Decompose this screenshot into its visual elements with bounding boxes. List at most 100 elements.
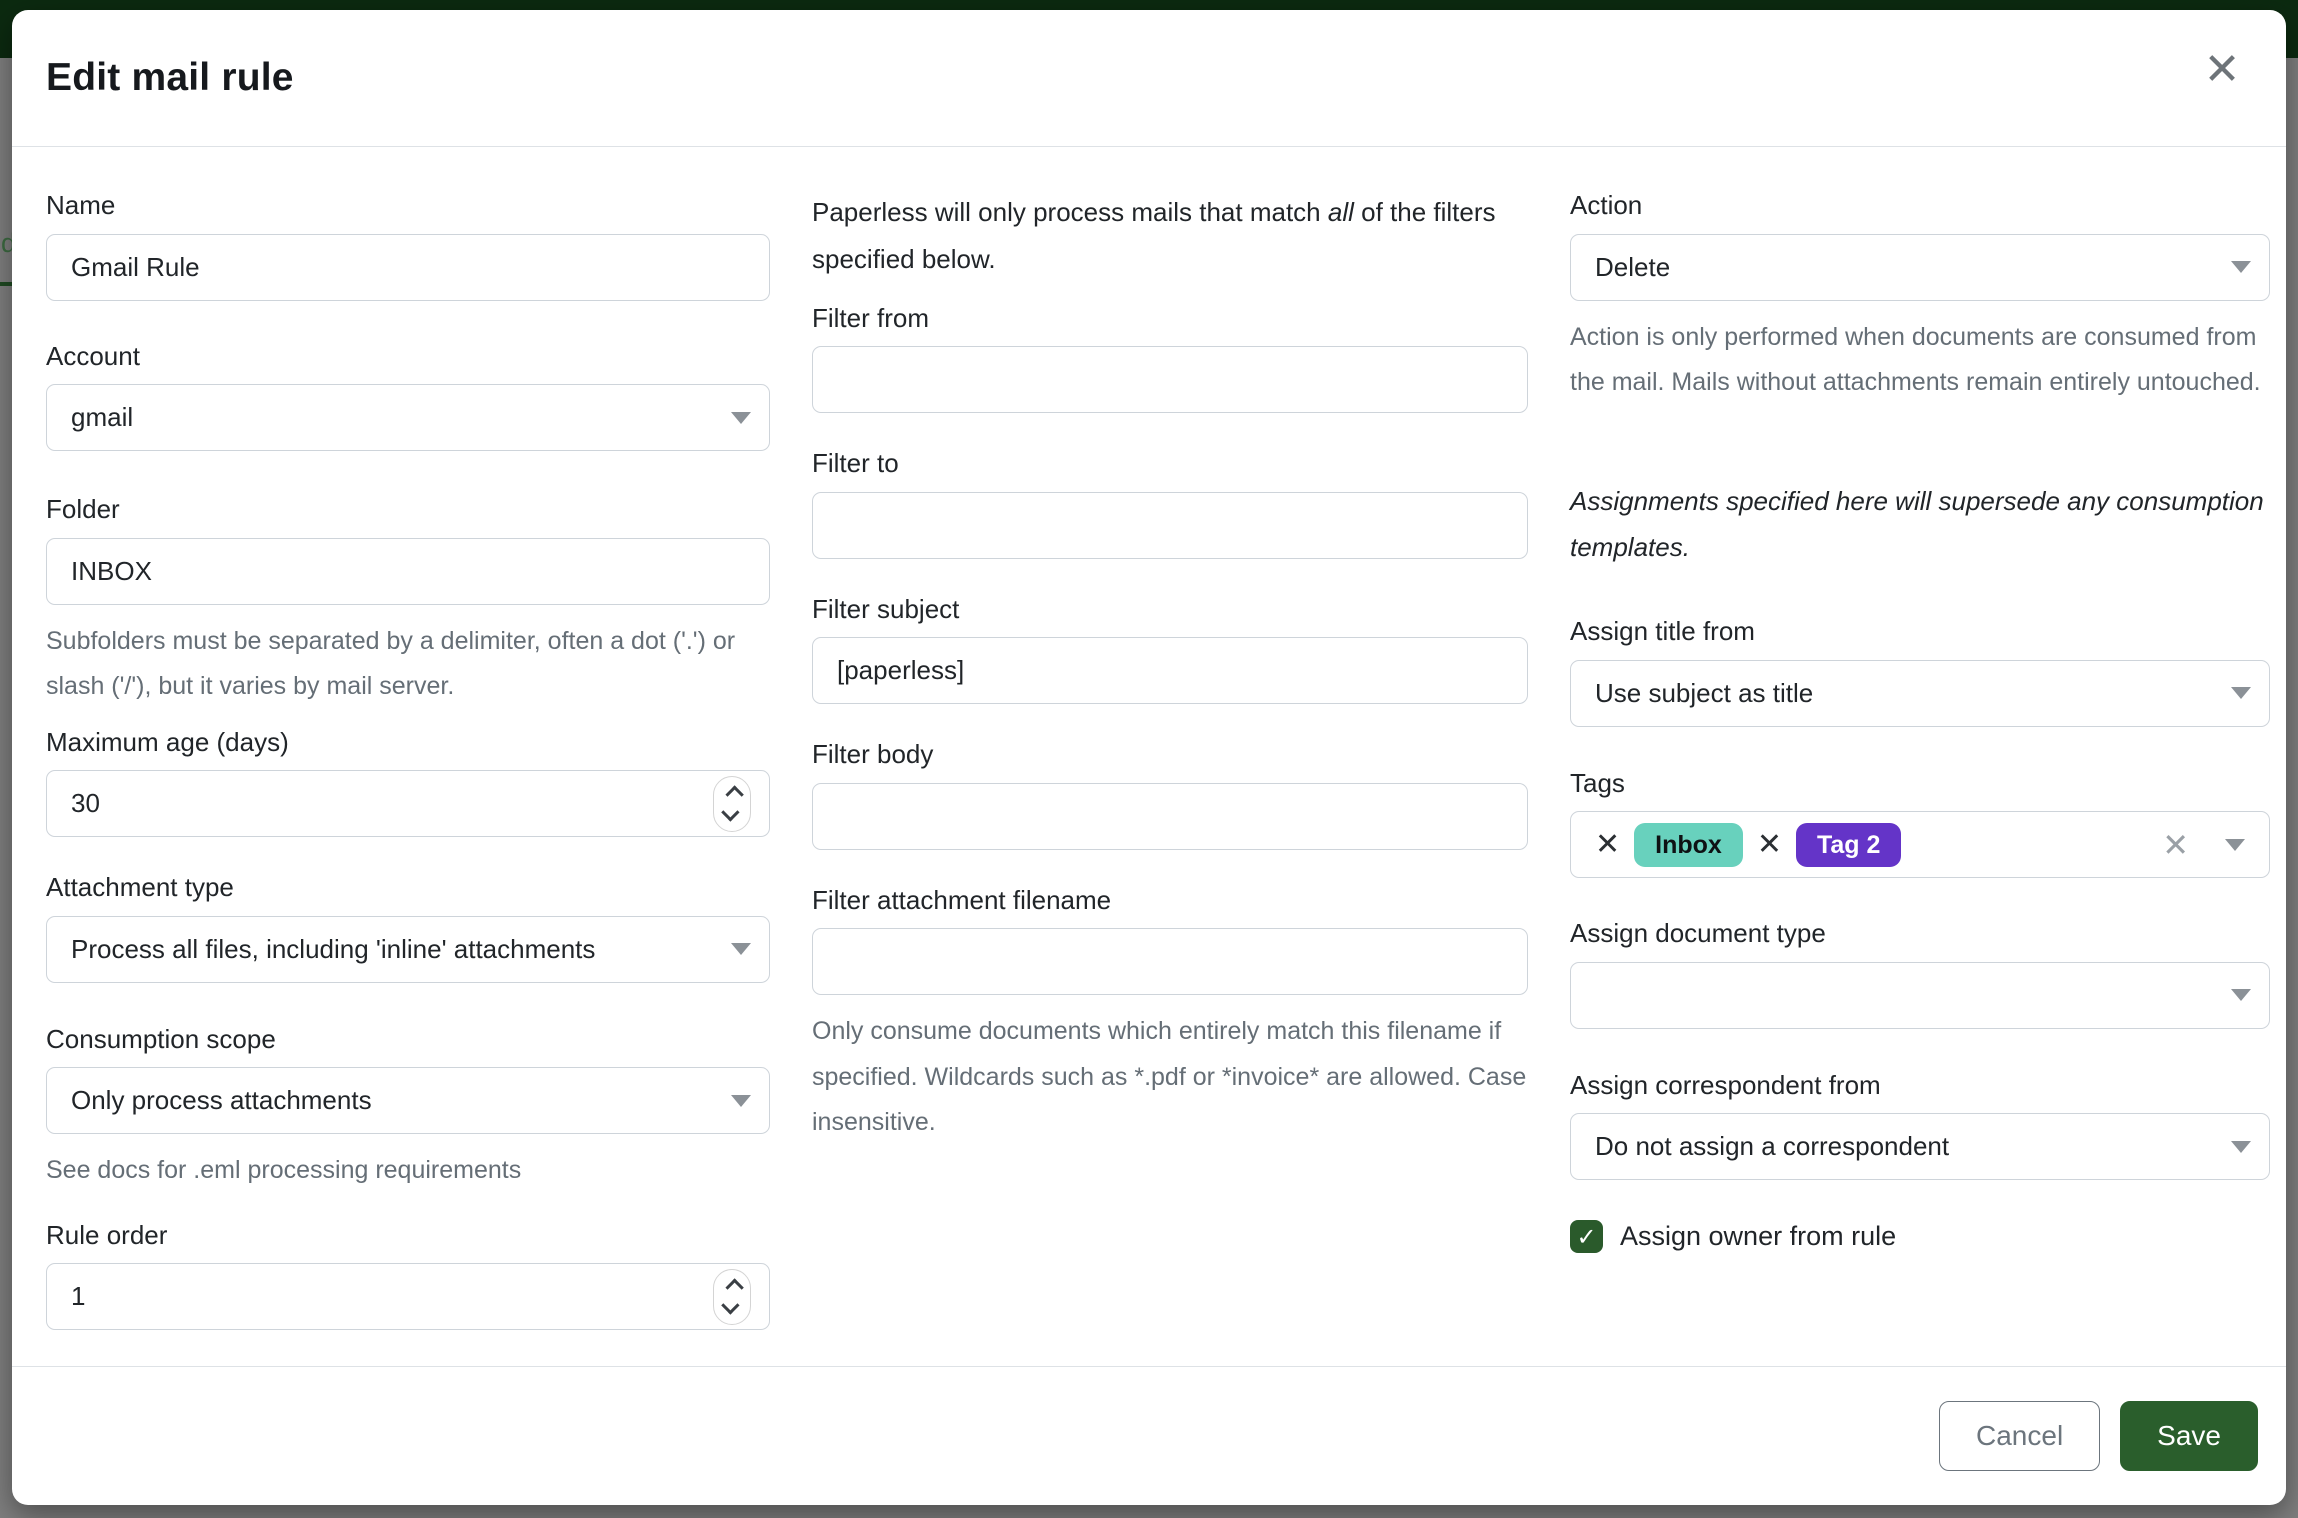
folder-input[interactable] bbox=[46, 537, 770, 605]
max-age-stepper[interactable]: 30 bbox=[46, 770, 770, 837]
filters-intro-text: Paperless will only process mails that m… bbox=[812, 189, 1528, 283]
number-stepper-icon[interactable] bbox=[713, 775, 751, 832]
filters-intro-emphasis: all bbox=[1327, 197, 1354, 227]
folder-help-text: Subfolders must be separated by a delimi… bbox=[46, 626, 736, 701]
assign-document-type-select[interactable] bbox=[1570, 961, 2270, 1029]
filter-to-field-group: Filter to bbox=[812, 447, 1528, 559]
assign-title-from-field-group: Assign title from Use subject as title bbox=[1570, 615, 2270, 727]
action-selected-value: Delete bbox=[1595, 251, 1671, 282]
chevron-up-icon bbox=[724, 785, 744, 804]
assign-correspondent-from-field-group: Assign correspondent from Do not assign … bbox=[1570, 1069, 2270, 1181]
account-select[interactable]: gmail bbox=[46, 384, 770, 451]
filter-attachment-filename-help-text: Only consume documents which entirely ma… bbox=[812, 1017, 1527, 1137]
save-button[interactable]: Save bbox=[2120, 1401, 2258, 1471]
chevron-down-icon bbox=[2231, 261, 2251, 273]
consumption-scope-field-group: Consumption scope Only process attachmen… bbox=[46, 1023, 770, 1194]
cancel-button[interactable]: Cancel bbox=[1939, 1401, 2101, 1471]
action-help-text: Action is only performed when documents … bbox=[1570, 322, 2261, 397]
consumption-scope-help-text: See docs for .eml processing requirement… bbox=[46, 1156, 522, 1184]
tags-label: Tags bbox=[1570, 767, 1625, 798]
tags-multiselect[interactable]: ✕ Inbox ✕ Tag 2 ✕ bbox=[1570, 811, 2270, 879]
chevron-down-icon bbox=[2231, 1140, 2251, 1153]
filters-intro-after: of the filters specified below. bbox=[812, 197, 1496, 274]
filter-body-field-group: Filter body bbox=[812, 738, 1528, 850]
filter-subject-label: Filter subject bbox=[812, 593, 960, 624]
dialog-body: Name Account gmail Folder Subfolders mus… bbox=[12, 147, 2286, 1366]
edit-mail-rule-dialog: Edit mail rule ✕ Name Account gmail Fold… bbox=[12, 10, 2286, 1505]
chevron-down-icon bbox=[720, 1296, 740, 1315]
assign-title-from-selected-value: Use subject as title bbox=[1595, 677, 1814, 708]
chevron-down-icon bbox=[2225, 838, 2245, 851]
filters-intro-before: Paperless will only process mails that m… bbox=[812, 197, 1328, 227]
action-label: Action bbox=[1570, 190, 1643, 220]
filter-to-label: Filter to bbox=[812, 448, 899, 479]
folder-field-group: Folder Subfolders must be separated by a… bbox=[46, 493, 770, 710]
max-age-label: Maximum age (days) bbox=[46, 726, 289, 757]
rule-order-stepper[interactable]: 1 bbox=[46, 1263, 770, 1330]
assign-correspondent-from-select[interactable]: Do not assign a correspondent bbox=[1570, 1113, 2270, 1181]
attachment-type-field-group: Attachment type Process all files, inclu… bbox=[46, 871, 770, 983]
filter-from-input[interactable] bbox=[812, 346, 1528, 414]
folder-label: Folder bbox=[46, 494, 120, 524]
remove-tag-icon[interactable]: ✕ bbox=[1756, 826, 1782, 862]
rule-order-value: 1 bbox=[71, 1281, 86, 1311]
background-page-divider bbox=[0, 282, 12, 286]
filter-subject-input[interactable] bbox=[812, 637, 1528, 705]
clear-all-tags-icon[interactable]: ✕ bbox=[2162, 825, 2189, 864]
assign-document-type-field-group: Assign document type bbox=[1570, 917, 2270, 1029]
name-field-group: Name bbox=[46, 189, 770, 301]
chevron-down-icon bbox=[731, 1094, 751, 1107]
chevron-down-icon bbox=[2231, 989, 2251, 1002]
filter-body-input[interactable] bbox=[812, 782, 1528, 850]
account-field-group: Account gmail bbox=[46, 340, 770, 451]
filter-subject-field-group: Filter subject bbox=[812, 593, 1528, 705]
tag-chip-inbox[interactable]: Inbox bbox=[1634, 822, 1743, 867]
column-actions: Action Delete Action is only performed w… bbox=[1570, 189, 2270, 1366]
filter-attachment-filename-input[interactable] bbox=[812, 928, 1528, 996]
assign-title-from-select[interactable]: Use subject as title bbox=[1570, 659, 2270, 727]
close-icon[interactable]: ✕ bbox=[2192, 40, 2252, 100]
name-label: Name bbox=[46, 190, 116, 220]
chevron-down-icon bbox=[2231, 687, 2251, 700]
number-stepper-icon[interactable] bbox=[713, 1268, 751, 1325]
remove-tag-icon[interactable]: ✕ bbox=[1595, 826, 1621, 862]
attachment-type-select[interactable]: Process all files, including 'inline' at… bbox=[46, 915, 770, 983]
account-selected-value: gmail bbox=[71, 402, 134, 432]
assign-document-type-label: Assign document type bbox=[1570, 918, 1826, 949]
action-select[interactable]: Delete bbox=[1570, 233, 2270, 301]
filter-to-input[interactable] bbox=[812, 491, 1528, 559]
dialog-title: Edit mail rule bbox=[46, 56, 294, 99]
chevron-down-icon bbox=[720, 803, 740, 822]
filter-from-label: Filter from bbox=[812, 302, 929, 333]
filter-attachment-filename-label: Filter attachment filename bbox=[812, 884, 1112, 915]
dialog-footer: Cancel Save bbox=[12, 1366, 2286, 1505]
max-age-value: 30 bbox=[71, 788, 100, 818]
account-label: Account bbox=[46, 340, 140, 371]
attachment-type-selected-value: Process all files, including 'inline' at… bbox=[71, 933, 596, 964]
attachment-type-label: Attachment type bbox=[46, 872, 234, 902]
name-input[interactable] bbox=[46, 233, 770, 301]
max-age-field-group: Maximum age (days) 30 bbox=[46, 726, 770, 837]
column-filters: Paperless will only process mails that m… bbox=[812, 189, 1528, 1366]
dialog-header: Edit mail rule ✕ bbox=[12, 10, 2286, 147]
rule-order-field-group: Rule order 1 bbox=[46, 1219, 770, 1330]
chevron-down-icon bbox=[731, 411, 751, 424]
chevron-up-icon bbox=[724, 1278, 744, 1297]
filter-body-label: Filter body bbox=[812, 739, 934, 770]
consumption-scope-selected-value: Only process attachments bbox=[71, 1085, 372, 1115]
assign-owner-label: Assign owner from rule bbox=[1620, 1221, 1897, 1252]
assign-title-from-label: Assign title from bbox=[1570, 616, 1755, 647]
assign-correspondent-from-selected-value: Do not assign a correspondent bbox=[1595, 1131, 1950, 1162]
action-field-group: Action Delete Action is only performed w… bbox=[1570, 189, 2270, 406]
rule-order-label: Rule order bbox=[46, 1219, 168, 1250]
assign-correspondent-from-label: Assign correspondent from bbox=[1570, 1069, 1881, 1100]
assign-owner-checkbox[interactable]: ✓ bbox=[1570, 1220, 1603, 1254]
assignments-note-text: Assignments specified here will supersed… bbox=[1570, 485, 2264, 563]
filter-attachment-filename-field-group: Filter attachment filename Only consume … bbox=[812, 884, 1528, 1146]
tag-chip-tag2[interactable]: Tag 2 bbox=[1795, 822, 1902, 867]
tags-field-group: Tags ✕ Inbox ✕ Tag 2 ✕ bbox=[1570, 767, 2270, 879]
filter-from-field-group: Filter from bbox=[812, 302, 1528, 414]
consumption-scope-select[interactable]: Only process attachments bbox=[46, 1067, 770, 1134]
consumption-scope-label: Consumption scope bbox=[46, 1023, 276, 1054]
tags-controls: ✕ bbox=[2162, 829, 2245, 861]
